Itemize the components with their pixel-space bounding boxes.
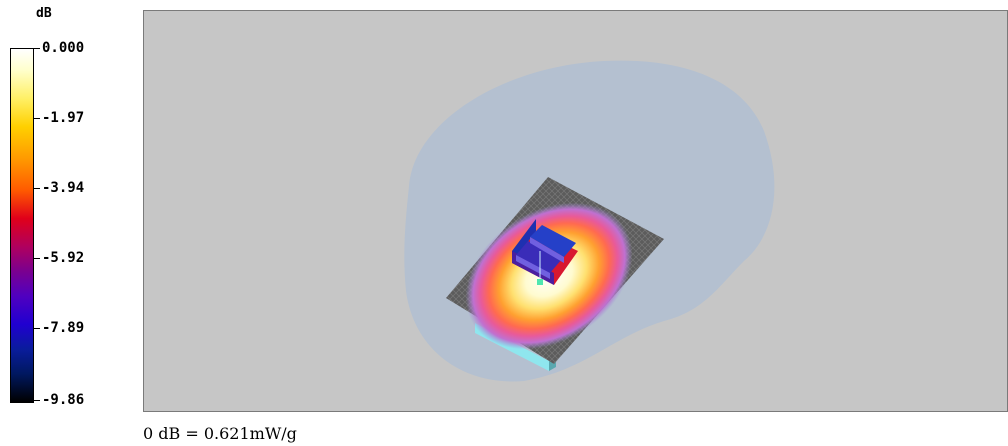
legend-unit-label: dB [36,6,52,21]
scale-tick [34,258,40,259]
scale-tick [34,328,40,329]
scale-tick [34,188,40,189]
sar-distribution-graphic [404,60,775,382]
scale-label-3: -5.92 [42,250,85,266]
color-scale-bar [10,48,34,403]
scale-tick [34,118,40,119]
sar-3d-view [143,10,1008,412]
peak-cube-block [512,219,578,285]
scale-label-5: -9.86 [42,392,85,408]
scale-label-2: -3.94 [42,180,85,196]
scale-tick [34,48,40,49]
scale-label-1: -1.97 [42,110,85,126]
scale-label-0: 0.000 [42,40,85,56]
scale-label-4: -7.89 [42,320,85,336]
reference-note: 0 dB = 0.621mW/g [143,424,297,443]
scale-tick [34,400,40,401]
